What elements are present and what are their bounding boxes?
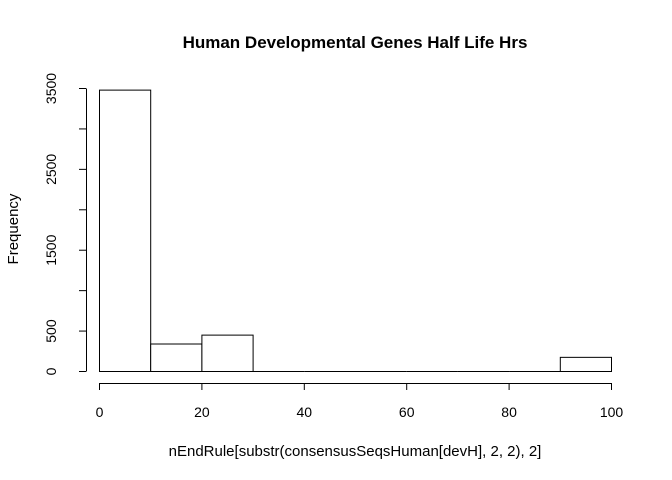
y-tick-label: 1500: [43, 234, 59, 265]
x-tick-label: 0: [96, 404, 104, 420]
x-tick-label: 40: [297, 404, 313, 420]
y-axis-label: Frequency: [5, 193, 22, 264]
y-tick-label: 3500: [43, 73, 59, 104]
x-tick-label: 80: [501, 404, 517, 420]
histogram-bar: [201, 334, 254, 373]
histogram-bar: [99, 89, 152, 372]
x-axis-label: nEndRule[substr(consensusSeqsHuman[devH]…: [169, 443, 542, 460]
chart-title: Human Developmental Genes Half Life Hrs: [183, 33, 528, 52]
y-tick-label: 500: [43, 319, 59, 343]
histogram-bar: [150, 343, 203, 373]
x-tick-label: 60: [399, 404, 415, 420]
bars-group: [99, 89, 612, 373]
histogram-bar: [559, 356, 612, 373]
y-tick-label: 2500: [43, 154, 59, 185]
y-tick-label: 0: [43, 367, 59, 375]
x-axis: 0 20 40 60 80 100: [96, 383, 624, 420]
y-axis: 0 500 1500 2500 3500: [43, 73, 87, 375]
x-tick-label: 100: [600, 404, 624, 420]
x-tick-label: 20: [194, 404, 210, 420]
